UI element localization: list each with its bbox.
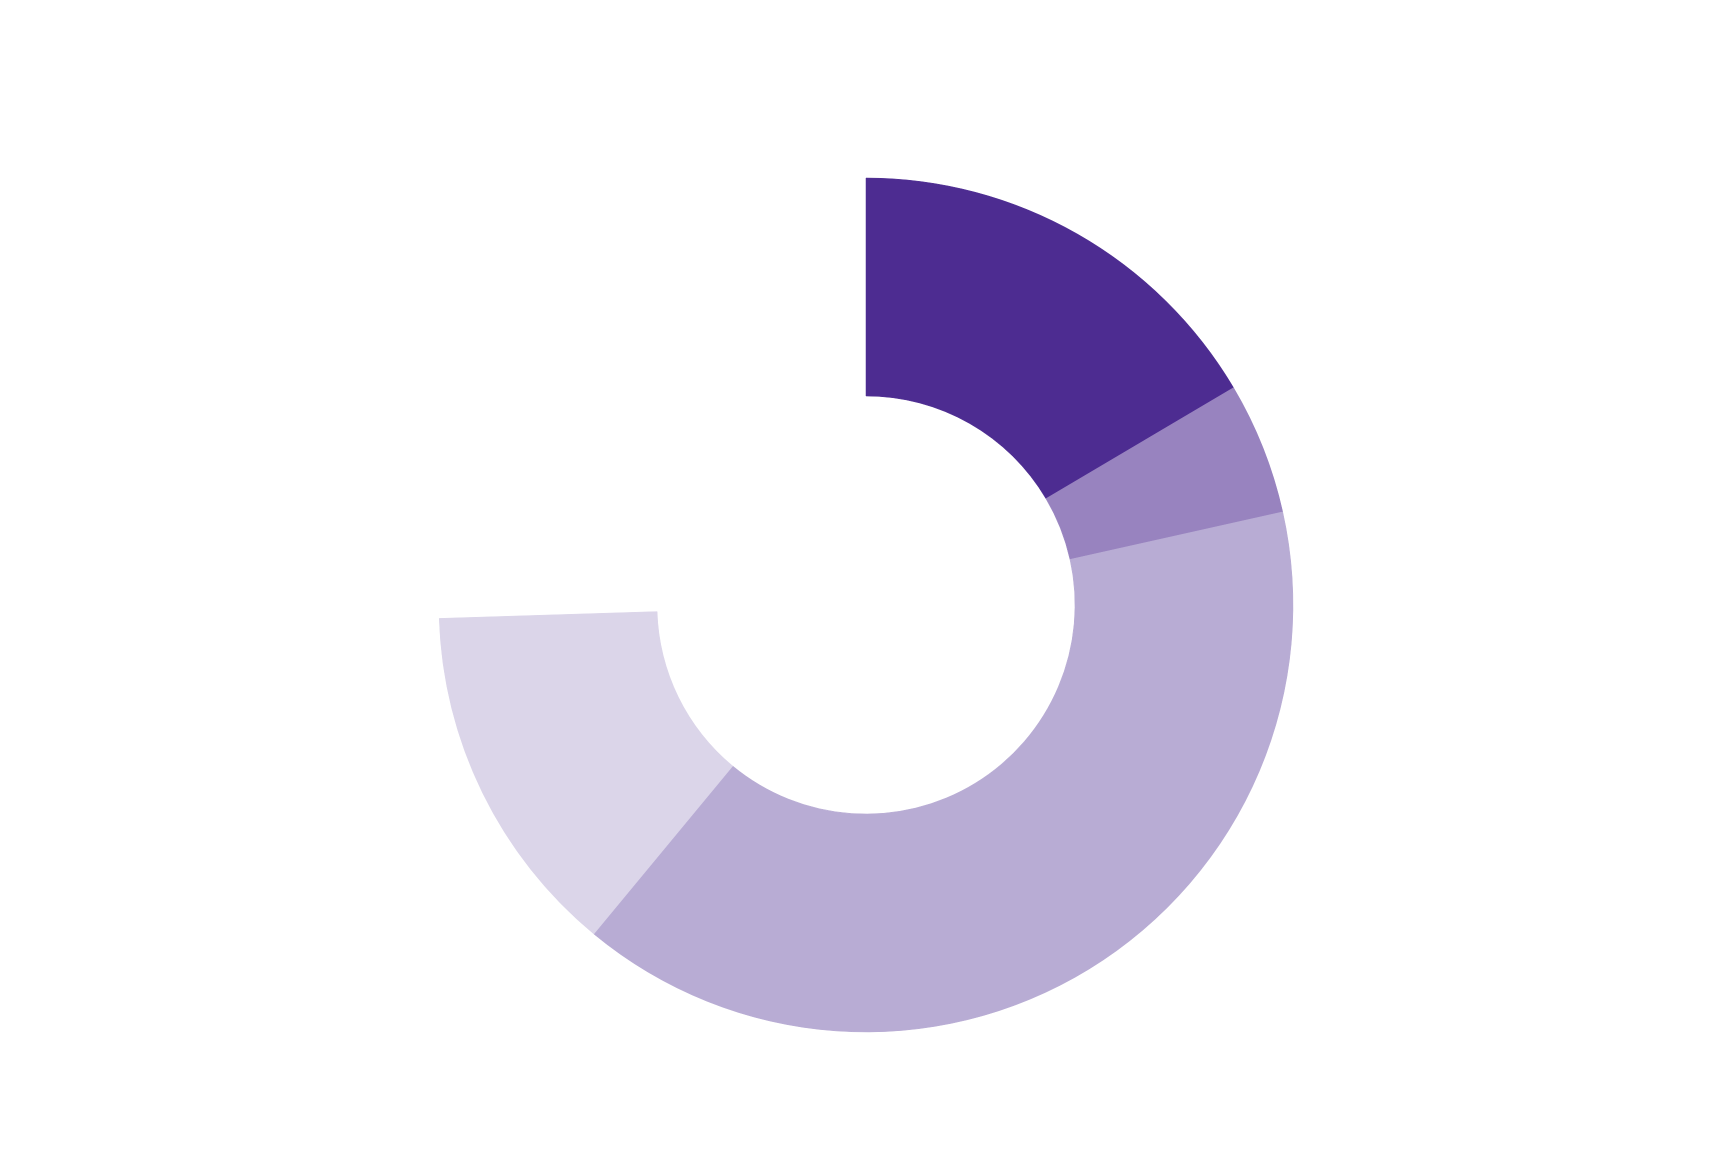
donut-segment [865, 177, 1234, 499]
donut-segment [439, 178, 866, 618]
donut-segment [438, 611, 734, 935]
donut-segment [593, 511, 1294, 1033]
